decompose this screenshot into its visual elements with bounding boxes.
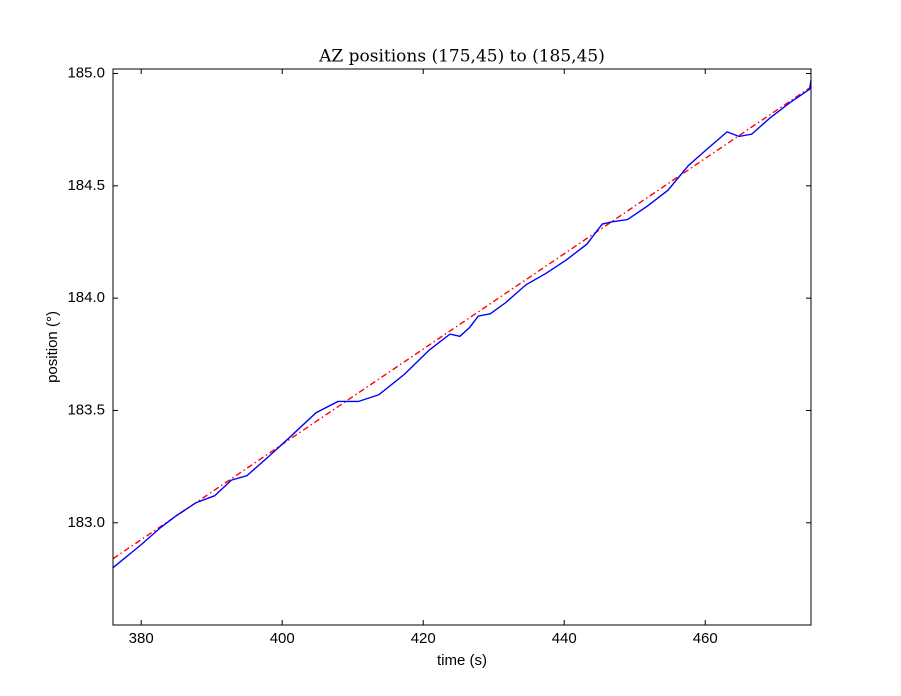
data-line	[112, 80, 812, 569]
x-axis-label: time (s)	[437, 652, 487, 669]
y-tick-label: 183.5	[67, 401, 105, 418]
y-axis-label: position (°)	[44, 311, 61, 383]
x-tick-label: 460	[693, 630, 718, 647]
y-tick-label: 185.0	[67, 64, 105, 81]
y-tick-label: 184.5	[67, 177, 105, 194]
data-line	[112, 86, 812, 560]
plot-frame	[112, 68, 812, 626]
y-tick-label: 184.0	[67, 289, 105, 306]
chart-title: AZ positions (175,45) to (185,45)	[318, 47, 605, 67]
x-tick-label: 380	[129, 630, 154, 647]
y-tick-label: 183.0	[67, 514, 105, 531]
x-tick-label: 420	[411, 630, 436, 647]
x-tick-label: 440	[552, 630, 577, 647]
x-tick-label: 400	[270, 630, 295, 647]
